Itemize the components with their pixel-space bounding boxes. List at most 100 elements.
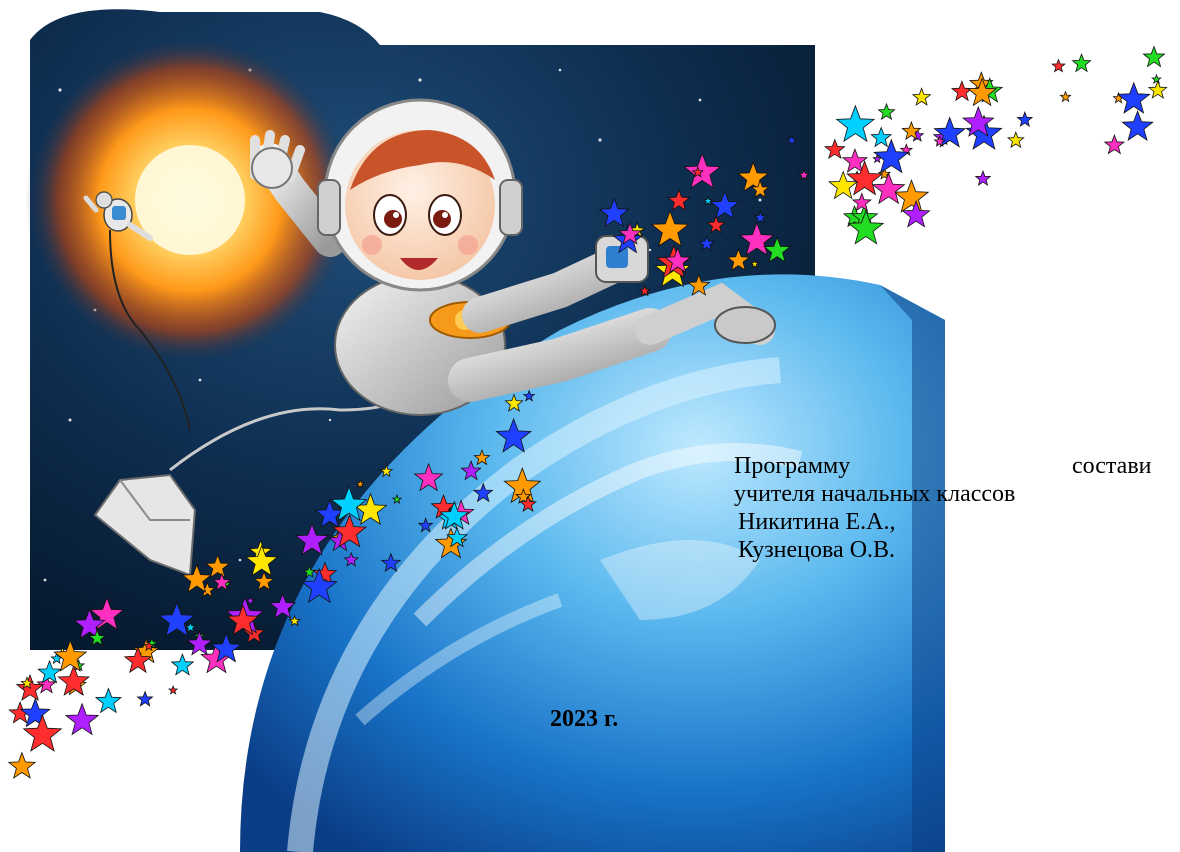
satellite-icon <box>93 473 197 577</box>
star-icon <box>294 522 330 556</box>
star-icon <box>667 188 691 212</box>
star-icon <box>873 138 910 174</box>
star-icon <box>824 138 846 160</box>
small-astronaut-icon <box>83 191 191 431</box>
star-icon <box>302 565 317 578</box>
star-icon <box>184 621 197 633</box>
star-icon <box>288 614 301 627</box>
star-icon <box>439 500 470 530</box>
star-icon <box>460 460 482 481</box>
star-icon <box>53 639 88 672</box>
star-icon <box>797 168 811 181</box>
star-icon <box>158 601 196 638</box>
star-icon <box>1059 90 1072 103</box>
star-icon <box>877 102 896 121</box>
star-icon <box>504 393 524 412</box>
star-icon <box>763 236 792 263</box>
star-icon <box>1006 131 1025 149</box>
star-icon <box>515 488 532 505</box>
star-icon <box>962 105 995 137</box>
star-icon <box>472 482 494 503</box>
author-name-1: Никитина Е.А., <box>738 509 896 535</box>
star-icon <box>738 221 775 256</box>
star-icon <box>950 80 973 102</box>
star-icon <box>519 495 537 513</box>
star-icon <box>64 702 100 736</box>
credits-line-1: Программу состави <box>734 452 1180 480</box>
star-icon <box>706 215 726 234</box>
star-icon <box>212 572 232 591</box>
star-icon <box>253 570 275 591</box>
star-icon <box>89 596 125 631</box>
earth-icon <box>240 274 945 852</box>
star-icon <box>168 684 179 695</box>
star-icon <box>933 116 967 148</box>
star-icon <box>355 478 366 489</box>
author-name-2: Кузнецова О.В. <box>738 537 896 563</box>
star-icon <box>974 170 992 187</box>
star-icon <box>650 209 690 247</box>
star-icon <box>22 713 63 752</box>
star-icon <box>181 563 213 593</box>
star-icon <box>142 639 155 652</box>
star-icon <box>709 190 741 220</box>
star-icon <box>933 135 947 147</box>
credits-teachers-line: учителя начальных классов <box>734 481 1016 507</box>
star-icon <box>210 632 243 663</box>
star-icon <box>1071 53 1092 73</box>
star-icon <box>268 592 297 619</box>
star-icon <box>36 674 57 694</box>
star-icon <box>331 513 368 548</box>
star-icon <box>753 210 768 224</box>
star-icon <box>245 595 256 606</box>
star-icon <box>226 603 260 636</box>
star-icon <box>245 544 279 577</box>
star-icon <box>750 179 770 199</box>
star-icon <box>94 687 122 714</box>
star-icon <box>835 104 876 143</box>
star-icon <box>136 690 154 707</box>
star-icon <box>785 134 798 146</box>
star-icon <box>663 246 692 274</box>
star-icon <box>691 165 704 178</box>
star-icon <box>736 161 770 193</box>
star-icon <box>1103 133 1126 155</box>
star-icon <box>314 498 345 528</box>
star-icon <box>312 561 338 585</box>
star-icon <box>966 77 998 107</box>
star-icon <box>901 120 922 141</box>
star-icon <box>73 608 106 640</box>
star-icon <box>300 567 338 604</box>
star-icon <box>1147 79 1168 99</box>
star-icon <box>445 526 468 548</box>
star-icon <box>1142 45 1166 68</box>
star-icon <box>417 517 434 533</box>
credits-word-program: Программу <box>734 453 851 479</box>
star-icon <box>846 160 884 196</box>
star-icon <box>1016 111 1034 128</box>
star-icon <box>186 630 213 656</box>
star-icon <box>19 697 51 728</box>
cosmonaut-icon <box>250 98 776 416</box>
star-icon <box>170 653 195 676</box>
star-icon <box>20 676 34 690</box>
star-icon <box>123 646 153 674</box>
star-icon <box>911 87 932 106</box>
star-icon <box>57 664 91 696</box>
star-icon <box>88 628 107 647</box>
star-icon <box>851 192 872 212</box>
star-icon <box>1051 58 1066 73</box>
star-icon <box>330 485 368 522</box>
star-icon <box>495 417 532 453</box>
star-icon <box>871 172 906 205</box>
star-trail-icon <box>7 45 1168 779</box>
credits-word-composed: состави <box>1072 453 1152 479</box>
star-icon <box>7 751 37 779</box>
star-icon <box>522 389 536 402</box>
document-year: 2023 г. <box>550 706 619 732</box>
star-icon <box>749 258 760 269</box>
star-icon <box>37 659 62 684</box>
program-credits: Программу состави учителя начальных клас… <box>734 452 1180 564</box>
star-icon <box>828 170 859 200</box>
